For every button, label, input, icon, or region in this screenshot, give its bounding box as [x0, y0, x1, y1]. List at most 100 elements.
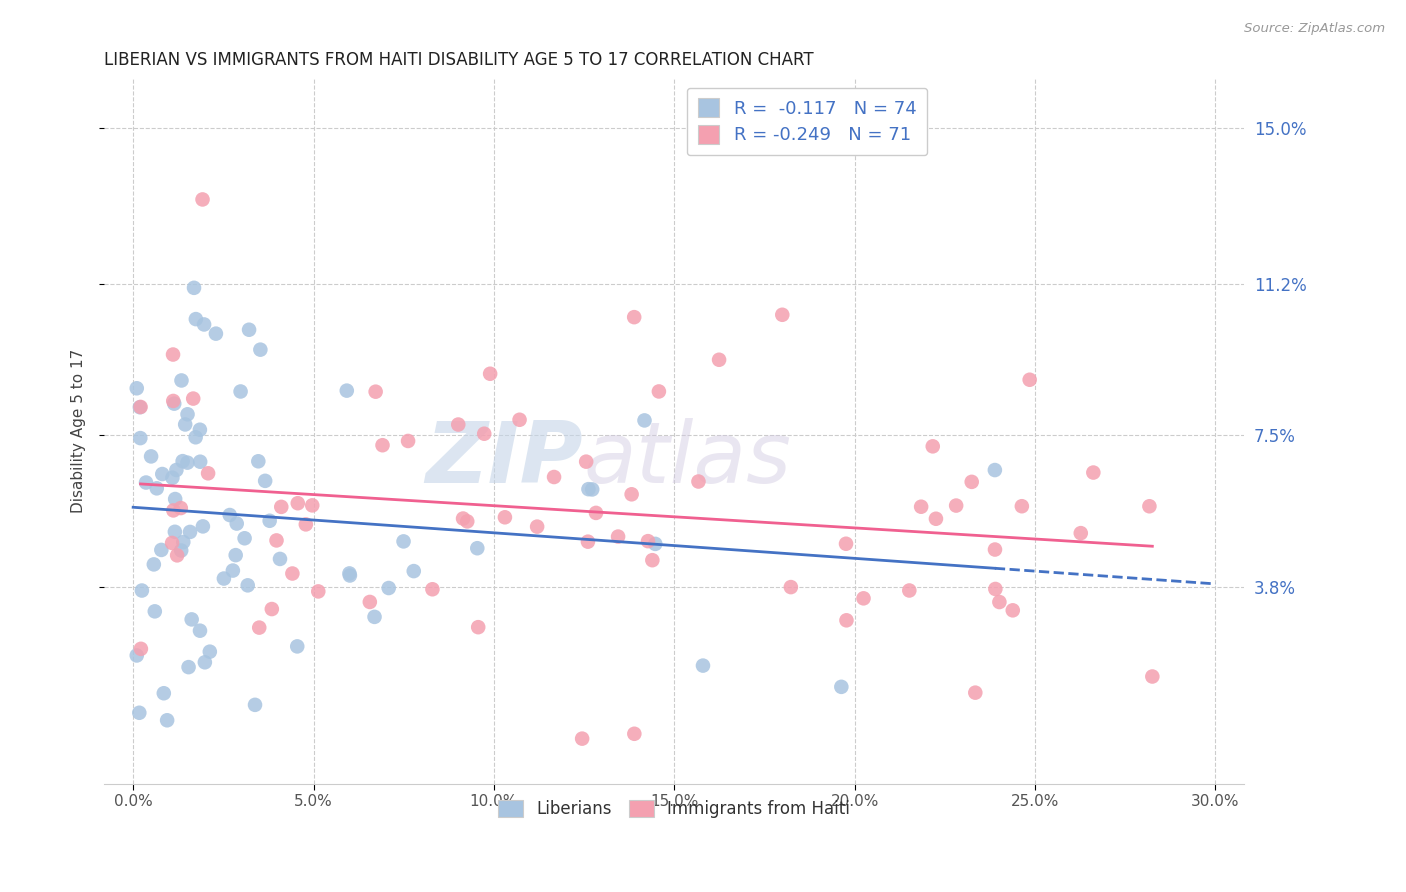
- Point: [197, 467, 219, 481]
- Point: [852, 591, 875, 606]
- Point: [585, 506, 607, 520]
- Point: [467, 620, 489, 634]
- Point: [422, 582, 444, 597]
- Point: [269, 552, 291, 566]
- Point: [960, 475, 983, 489]
- Point: [578, 482, 600, 496]
- Point: [494, 510, 516, 524]
- Point: [402, 564, 425, 578]
- Point: [1083, 466, 1105, 480]
- Point: [921, 439, 943, 453]
- Point: [285, 640, 308, 654]
- Point: [172, 535, 194, 549]
- Point: [830, 680, 852, 694]
- Point: [145, 481, 167, 495]
- Point: [170, 374, 193, 388]
- Point: [377, 581, 399, 595]
- Point: [162, 503, 184, 517]
- Point: [249, 343, 271, 357]
- Point: [238, 323, 260, 337]
- Point: [1001, 603, 1024, 617]
- Point: [162, 471, 184, 485]
- Point: [371, 438, 394, 452]
- Point: [128, 706, 150, 720]
- Point: [174, 417, 197, 432]
- Point: [188, 423, 211, 437]
- Point: [165, 491, 187, 506]
- Point: [236, 578, 259, 592]
- Point: [212, 572, 235, 586]
- Point: [156, 713, 179, 727]
- Point: [247, 454, 270, 468]
- Point: [607, 530, 630, 544]
- Point: [135, 475, 157, 490]
- Point: [988, 595, 1011, 609]
- Point: [184, 312, 207, 326]
- Point: [225, 548, 247, 562]
- Point: [339, 566, 361, 581]
- Point: [243, 698, 266, 712]
- Point: [266, 533, 288, 548]
- Point: [1011, 500, 1033, 514]
- Point: [779, 580, 801, 594]
- Point: [165, 463, 187, 477]
- Point: [191, 519, 214, 533]
- Point: [180, 612, 202, 626]
- Point: [218, 508, 240, 522]
- Point: [225, 516, 247, 531]
- Point: [163, 397, 186, 411]
- Point: [770, 308, 793, 322]
- Point: [128, 401, 150, 415]
- Point: [176, 456, 198, 470]
- Point: [160, 536, 183, 550]
- Point: [179, 524, 201, 539]
- Point: [125, 648, 148, 663]
- Point: [139, 450, 162, 464]
- Y-axis label: Disability Age 5 to 17: Disability Age 5 to 17: [72, 349, 86, 513]
- Point: [984, 463, 1007, 477]
- Point: [172, 454, 194, 468]
- Point: [166, 549, 188, 563]
- Point: [233, 531, 256, 545]
- Point: [247, 621, 270, 635]
- Point: [479, 367, 502, 381]
- Point: [648, 384, 671, 399]
- Point: [1018, 373, 1040, 387]
- Point: [129, 641, 152, 656]
- Point: [259, 514, 281, 528]
- Point: [162, 394, 184, 409]
- Point: [945, 499, 967, 513]
- Point: [222, 564, 245, 578]
- Text: atlas: atlas: [583, 417, 792, 501]
- Point: [910, 500, 932, 514]
- Point: [188, 624, 211, 638]
- Point: [177, 660, 200, 674]
- Point: [898, 583, 921, 598]
- Point: [260, 602, 283, 616]
- Legend: Liberians, Immigrants from Haiti: Liberians, Immigrants from Haiti: [492, 793, 856, 825]
- Point: [191, 193, 214, 207]
- Point: [339, 568, 361, 582]
- Point: [392, 534, 415, 549]
- Point: [359, 595, 381, 609]
- Point: [336, 384, 359, 398]
- Point: [575, 455, 598, 469]
- Point: [623, 727, 645, 741]
- Point: [472, 426, 495, 441]
- Point: [170, 501, 193, 516]
- Point: [184, 430, 207, 444]
- Point: [270, 500, 292, 514]
- Point: [162, 347, 184, 361]
- Point: [1142, 669, 1164, 683]
- Point: [194, 655, 217, 669]
- Point: [188, 455, 211, 469]
- Point: [170, 543, 193, 558]
- Point: [447, 417, 470, 432]
- Point: [692, 658, 714, 673]
- Point: [644, 537, 666, 551]
- Point: [281, 566, 304, 581]
- Point: [965, 686, 987, 700]
- Point: [198, 645, 221, 659]
- Point: [688, 475, 710, 489]
- Text: LIBERIAN VS IMMIGRANTS FROM HAITI DISABILITY AGE 5 TO 17 CORRELATION CHART: LIBERIAN VS IMMIGRANTS FROM HAITI DISABI…: [104, 51, 814, 69]
